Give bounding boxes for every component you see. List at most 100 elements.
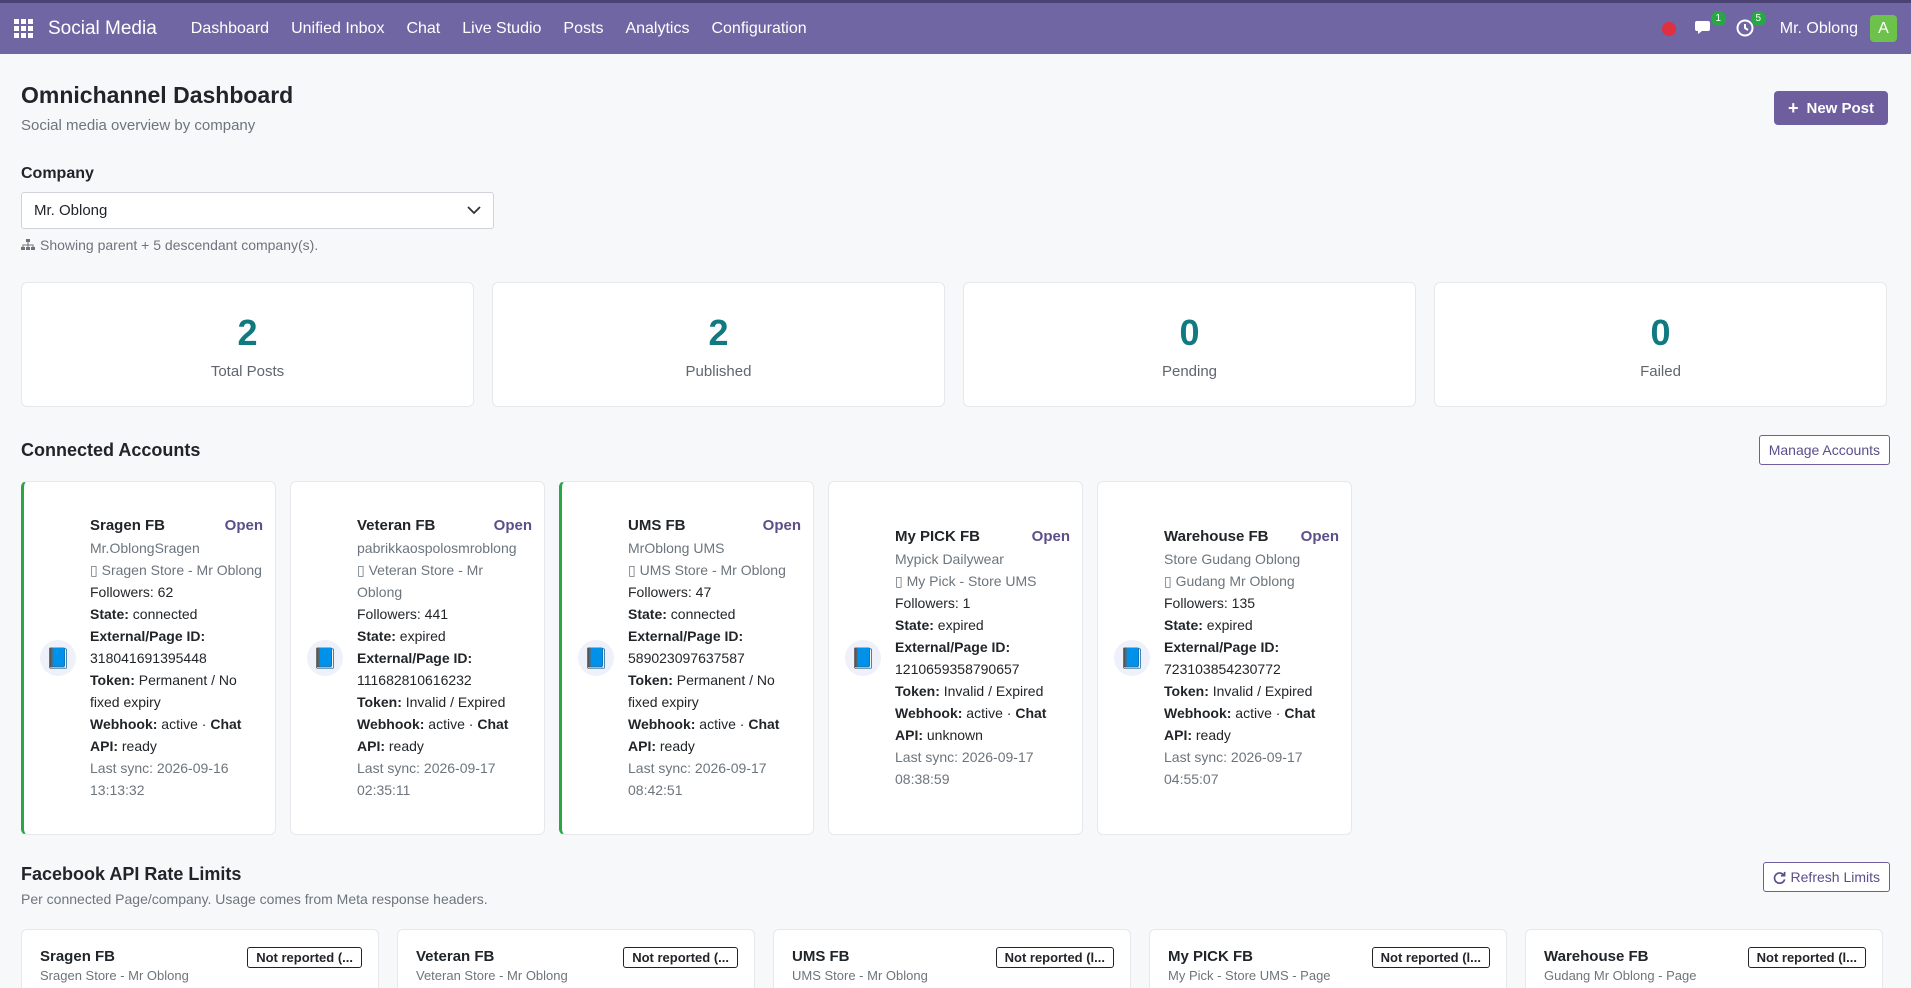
state-label: State:: [357, 628, 396, 644]
company-select[interactable]: Mr. Oblong: [21, 192, 494, 229]
app-brand[interactable]: Social Media: [48, 17, 157, 39]
activity-badge: 5: [1750, 10, 1766, 26]
account-open-link[interactable]: Open: [1300, 528, 1339, 545]
account-company-name: Gudang Mr Oblong: [1175, 573, 1295, 589]
account-webhook: Webhook: active · Chat API: ready: [90, 716, 242, 754]
rate-limit-sub: UMS Store - Mr Oblong: [792, 968, 928, 983]
stat-label: Failed: [1640, 363, 1681, 380]
page-id-label: External/Page ID:: [357, 650, 473, 666]
top-navbar: Social Media Dashboard Unified Inbox Cha…: [0, 0, 1911, 54]
account-company: ▯ Sragen Store - Mr Oblong: [90, 559, 263, 581]
avatar[interactable]: A: [1870, 15, 1897, 42]
rate-limit-name: My PICK FB: [1168, 948, 1254, 965]
apps-grid-icon[interactable]: [14, 18, 34, 39]
account-webhook: Webhook: active · Chat API: ready: [1164, 705, 1316, 743]
api-label: API:: [1164, 727, 1192, 743]
chat-bubbles-icon[interactable]: 1: [1694, 10, 1726, 39]
api-label: API:: [628, 738, 656, 754]
page-id-value: 1210659358790657: [895, 661, 1020, 677]
menu-dashboard[interactable]: Dashboard: [190, 19, 270, 37]
menu-chat[interactable]: Chat: [406, 19, 441, 37]
account-company-name: My Pick - Store UMS: [906, 573, 1037, 589]
chevron-down-icon: [467, 206, 481, 215]
rate-limit-sub: Sragen Store - Mr Oblong: [40, 968, 189, 983]
account-details: Warehouse FB Open Store Gudang Oblong ▯ …: [1164, 526, 1339, 790]
menu-configuration[interactable]: Configuration: [711, 19, 807, 37]
chat-api-value: ready: [388, 738, 424, 754]
account-details: Sragen FB Open Mr.OblongSragen ▯ Sragen …: [90, 515, 263, 801]
rate-limits-header: Facebook API Rate Limits Per connected P…: [21, 862, 1890, 907]
token-value: Permanent / No fixed expiry: [90, 672, 237, 710]
account-followers: Followers: 62: [90, 584, 174, 600]
account-open-link[interactable]: Open: [493, 517, 532, 534]
facebook-page-icon: 📘: [578, 640, 614, 676]
account-company: ▯ Gudang Mr Oblong: [1164, 570, 1339, 592]
webhook-label: Webhook:: [895, 705, 963, 721]
account-last-sync: Last sync: 2026-09-16 13:13:32: [90, 760, 229, 798]
chat-label: Chat: [477, 716, 509, 732]
state-label: State:: [895, 617, 934, 633]
rate-limit-card: Warehouse FB Gudang Mr Oblong - Page Not…: [1525, 929, 1883, 988]
navbar-right: 1 5 Mr. Oblong A: [1661, 10, 1897, 42]
chat-label: Chat: [1284, 705, 1316, 721]
menu-live-studio[interactable]: Live Studio: [462, 19, 542, 37]
facebook-page-icon: 📘: [845, 640, 881, 676]
chat-label: Chat: [1015, 705, 1047, 721]
recording-indicator-icon[interactable]: [1661, 21, 1676, 36]
token-label: Token:: [90, 672, 135, 688]
webhook-label: Webhook:: [90, 716, 158, 732]
account-handle: MrOblong UMS: [628, 540, 725, 556]
account-state: State: connected: [90, 603, 263, 625]
stat-label: Pending: [1161, 363, 1218, 380]
account-open-link[interactable]: Open: [762, 517, 801, 534]
status-badge: Not reported (l...: [995, 947, 1114, 968]
account-handle: pabrikkaospolosmroblong: [357, 540, 517, 556]
rate-limit-name: Veteran FB: [416, 948, 495, 965]
building-icon: ▯: [1164, 573, 1172, 589]
rate-limit-card: UMS FB UMS Store - Mr Oblong Not reporte…: [773, 929, 1131, 988]
state-value: connected: [132, 606, 198, 622]
menu-analytics[interactable]: Analytics: [625, 19, 690, 37]
activity-clock-icon[interactable]: 5: [1734, 10, 1766, 39]
account-state: State: connected: [628, 603, 801, 625]
refresh-limits-button[interactable]: Refresh Limits: [1762, 862, 1890, 892]
account-card: 📘 Sragen FB Open Mr.OblongSragen ▯ Srage…: [21, 481, 276, 835]
rate-limit-name: Warehouse FB: [1544, 948, 1649, 965]
sitemap-icon: [21, 239, 35, 250]
rate-limit-sub: My Pick - Store UMS - Page: [1168, 968, 1331, 983]
account-open-link[interactable]: Open: [1031, 528, 1070, 545]
accounts-list: 📘 Sragen FB Open Mr.OblongSragen ▯ Srage…: [21, 481, 1890, 835]
token-label: Token:: [357, 694, 402, 710]
api-label: API:: [895, 727, 923, 743]
account-token: Token: Invalid / Expired: [357, 691, 532, 713]
page-id-value: 318041691395448: [90, 650, 207, 666]
rate-limit-card: My PICK FB My Pick - Store UMS - Page No…: [1149, 929, 1507, 988]
rate-limits-subtitle: Per connected Page/company. Usage comes …: [21, 891, 488, 907]
main-content: Omnichannel Dashboard Social media overv…: [0, 82, 1911, 988]
account-token: Token: Invalid / Expired: [895, 680, 1070, 702]
account-followers: Followers: 441: [357, 606, 449, 622]
status-badge: Not reported (l...: [1747, 947, 1866, 968]
rate-limit-card: Veteran FB Veteran Store - Mr Oblong Not…: [397, 929, 755, 988]
company-selected-value: Mr. Oblong: [34, 202, 108, 219]
account-handle: Mypick Dailywear: [895, 551, 1004, 567]
account-state: State: expired: [895, 614, 1070, 636]
menu-posts[interactable]: Posts: [563, 19, 604, 37]
menu-unified-inbox[interactable]: Unified Inbox: [291, 19, 385, 37]
status-badge: Not reported (...: [623, 947, 738, 968]
chat-badge: 1: [1710, 10, 1726, 26]
user-menu[interactable]: Mr. Oblong: [1779, 19, 1858, 37]
state-value: expired: [937, 617, 984, 633]
account-open-link[interactable]: Open: [224, 517, 263, 534]
account-card: 📘 My PICK FB Open Mypick Dailywear ▯ My …: [828, 481, 1083, 835]
account-last-sync: Last sync: 2026-09-17 08:38:59: [895, 749, 1034, 787]
new-post-label: New Post: [1806, 99, 1874, 117]
connected-accounts-title: Connected Accounts: [21, 439, 201, 460]
account-handle: Mr.OblongSragen: [90, 540, 200, 556]
account-name: UMS FB: [628, 517, 686, 534]
facebook-page-icon: 📘: [1114, 640, 1150, 676]
token-value: Invalid / Expired: [943, 683, 1044, 699]
new-post-button[interactable]: + New Post: [1773, 91, 1888, 125]
account-name: My PICK FB: [895, 528, 981, 545]
manage-accounts-button[interactable]: Manage Accounts: [1758, 435, 1890, 465]
